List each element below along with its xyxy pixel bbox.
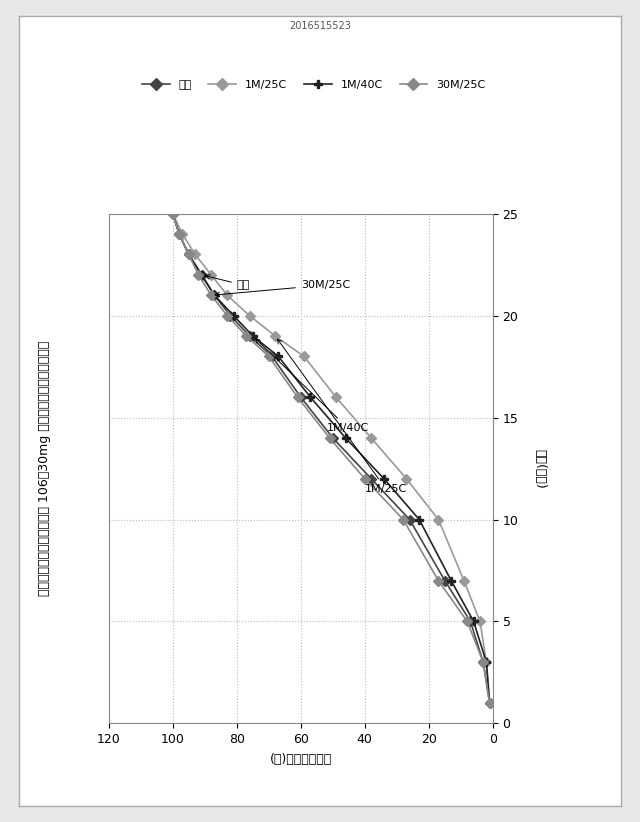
Text: ゼラチンカプセル中の製剤 106、30mg に対する溶解プロファイル: ゼラチンカプセル中の製剤 106、30mg に対する溶解プロファイル	[38, 341, 51, 596]
Legend: 初期, 1M/25C, 1M/40C, 30M/25C: 初期, 1M/25C, 1M/40C, 30M/25C	[138, 76, 490, 95]
Text: 30M/25C: 30M/25C	[215, 280, 350, 297]
Text: 1M/25C: 1M/25C	[278, 339, 407, 494]
Text: 1M/40C: 1M/40C	[255, 339, 369, 432]
X-axis label: (％)甲解終益留割: (％)甲解終益留割	[269, 753, 332, 766]
Text: 初期: 初期	[205, 275, 250, 290]
Y-axis label: 時間(時間): 時間(時間)	[533, 449, 546, 488]
Text: 2016515523: 2016515523	[289, 21, 351, 30]
